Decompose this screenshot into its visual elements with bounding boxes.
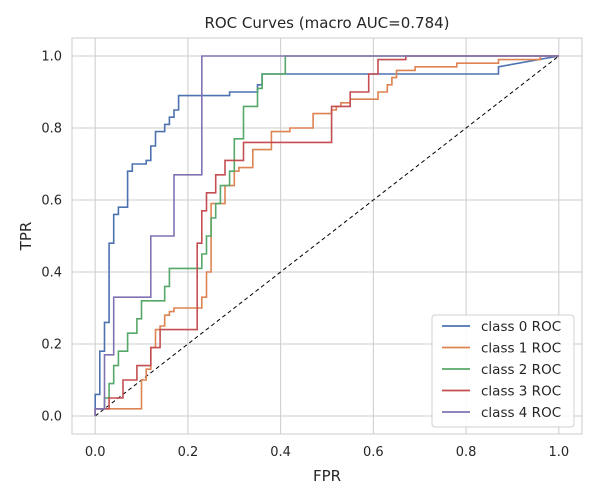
roc-series [94, 55, 559, 416]
y-tick-label: 0.2 [41, 338, 62, 353]
y-axis-title: TPR [17, 222, 35, 252]
grid [72, 38, 582, 434]
roc-line-class-1 [94, 55, 559, 416]
legend-label-class-1: class 1 ROC [481, 340, 561, 356]
x-tick-label: 0.4 [270, 445, 291, 460]
roc-line-class-2 [94, 55, 559, 416]
chart-title: ROC Curves (macro AUC=0.784) [204, 14, 449, 32]
x-tick-label: 0.8 [456, 445, 477, 460]
y-tick-label: 1.0 [41, 50, 62, 65]
tick-labels: 0.0 0.2 0.4 0.6 0.8 1.0 0.0 0.2 0.4 0.6 0.8 1.0 [41, 50, 569, 461]
legend-label-class-2: class 2 ROC [481, 362, 561, 378]
x-axis-title: FPR [313, 467, 341, 485]
y-tick-label: 0.0 [41, 410, 62, 425]
y-tick-label: 0.6 [41, 194, 62, 209]
roc-line-class-3 [94, 55, 559, 416]
x-tick-label: 0.0 [85, 445, 106, 460]
roc-line-class-0 [94, 55, 559, 416]
legend-label-class-0: class 0 ROC [481, 319, 561, 335]
legend-label-class-4: class 4 ROC [481, 405, 561, 421]
roc-line-class-4 [94, 55, 559, 416]
legend-box [431, 314, 575, 428]
y-tick-label: 0.8 [41, 122, 62, 137]
legend: class 0 ROC class 1 ROC class 2 ROC class 3… [431, 314, 575, 428]
legend-label-class-3: class 3 ROC [481, 383, 561, 399]
y-tick-label: 0.4 [41, 266, 62, 281]
x-tick-label: 1.0 [548, 445, 569, 460]
x-tick-label: 0.2 [178, 445, 199, 460]
x-tick-label: 0.6 [363, 445, 384, 460]
